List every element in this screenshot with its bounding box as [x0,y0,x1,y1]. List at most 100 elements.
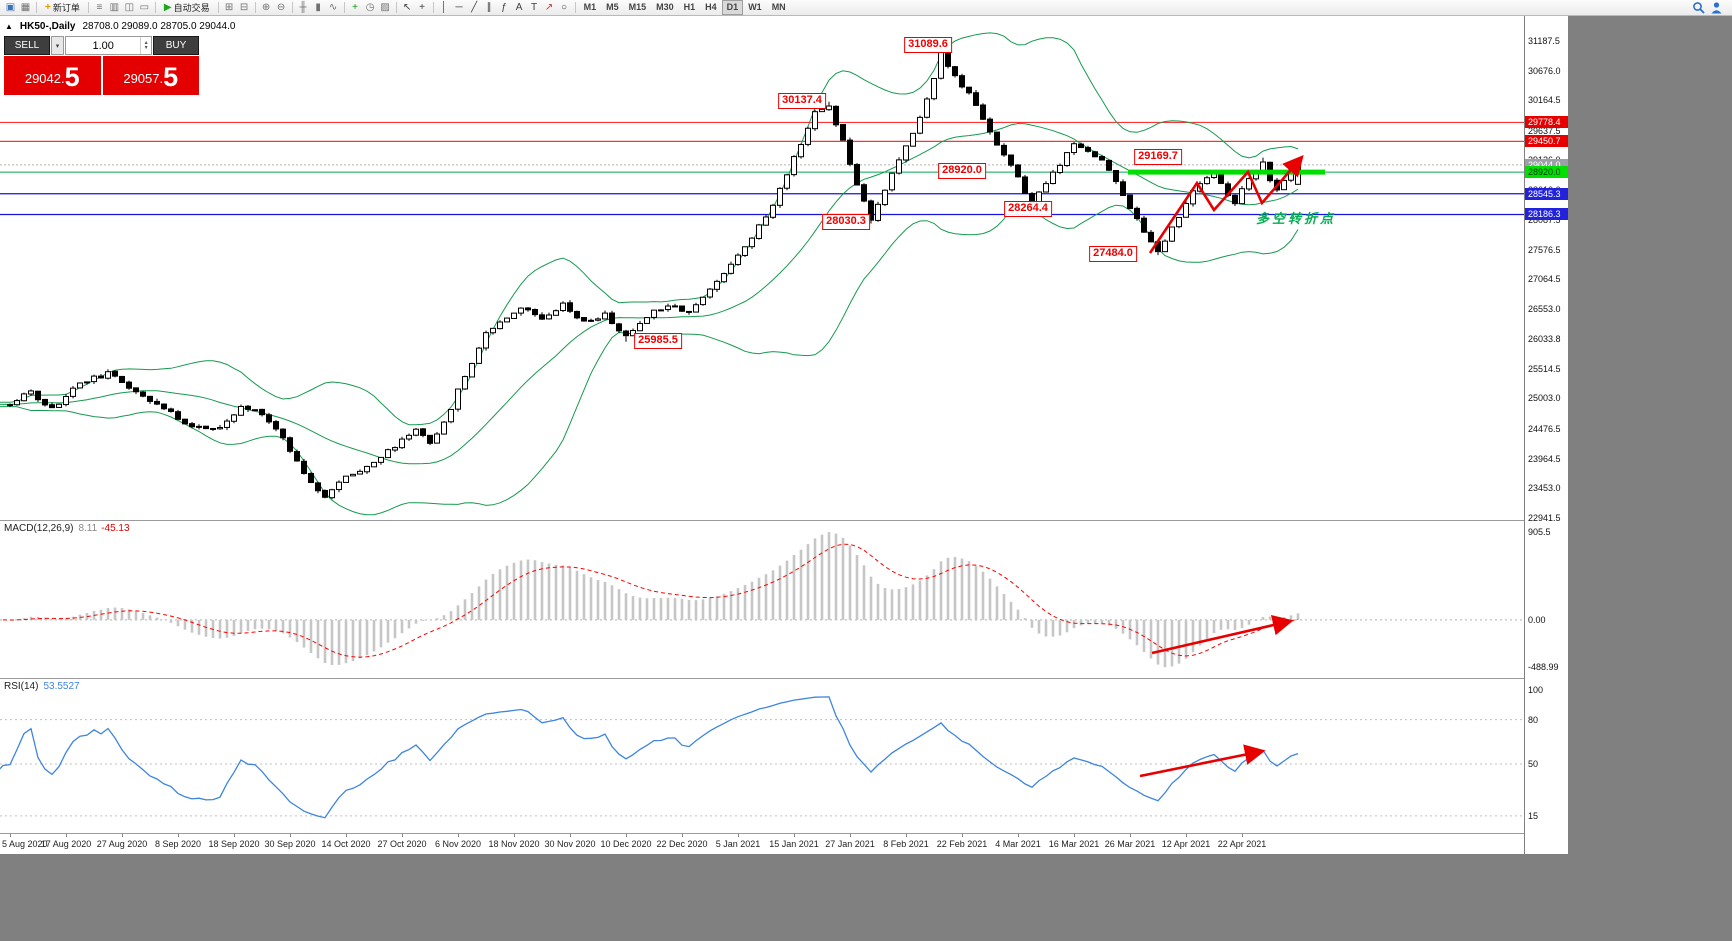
macd-tick: 0.00 [1528,614,1546,625]
volume-stepper[interactable]: ▴ ▾ [140,37,151,54]
order-type-dropdown[interactable]: ▾ [51,36,64,55]
zoom-out-icon[interactable]: ⊖ [276,2,286,13]
macd-signal-line [0,543,1299,658]
line-chart-icon[interactable]: ∿ [328,2,338,13]
time-axis-label: 10 Dec 2020 [600,839,652,849]
profiles-icon[interactable]: ▦ [20,2,31,13]
time-tick [738,834,739,837]
price-chart-pane[interactable]: ▲ HK50-,Daily 28708.0 29089.0 28705.0 29… [0,16,1524,520]
buy-button[interactable]: BUY [153,36,199,55]
fibonacci-icon[interactable]: ƒ [501,2,507,13]
candlestick-chart[interactable] [0,16,1524,520]
indicators-icon[interactable]: + [352,2,358,13]
time-tick [234,834,235,837]
trade-panel-collapse-icon[interactable]: ▲ [5,22,13,31]
navigator-icon[interactable]: ◫ [124,2,135,13]
timeframe-button-m1[interactable]: M1 [583,2,597,12]
market-watch-icon[interactable]: ≡ [96,2,103,13]
community-user-icon[interactable] [1710,1,1723,14]
pane-separator[interactable] [0,678,1568,679]
macd-chart [0,532,1524,668]
price-tick: 27064.5 [1528,274,1561,285]
price-level-label: 29450.7 [1525,135,1568,148]
trendline-icon[interactable]: ╱ [471,2,478,13]
toolbar-separator [254,2,256,13]
new-order-button[interactable]: + 新订单 [40,0,85,15]
timeframe-button-d1[interactable]: D1 [721,0,744,15]
buy-price-big-digit: 5 [163,62,179,92]
cursor-icon[interactable]: ↖ [402,2,412,13]
bar-chart-icon[interactable]: ╫ [299,2,307,13]
data-window-icon[interactable]: ▥ [109,2,120,13]
cascade-windows-icon[interactable]: ⊟ [239,2,249,13]
buy-price-main: 29057. [123,71,164,86]
pane-separator[interactable] [0,520,1568,521]
templates-icon[interactable]: ▨ [380,2,390,13]
macd-tick: -488.99 [1528,662,1559,673]
price-axis[interactable]: 31187.530676.030164.529637.529126.028610… [1524,16,1568,854]
time-tick [850,834,851,837]
price-callout-label[interactable]: 28264.4 [1004,201,1052,217]
price-tick: 30164.5 [1528,95,1561,106]
main-toolbar: ▣ ▦ + 新订单 ≡ ▥ ◫ ▭ ▶ 自动交易 ⊞ ⊟ ⊕ ⊖ ╫ ▮ ∿ + ◷ ▨ ↖ + │ ─ ╱ ∥ ƒ A T ↗ ○ M1 M5… [0,0,1732,16]
price-callout-label[interactable]: 29169.7 [1134,149,1182,165]
new-order-button-label: 新订单 [52,3,80,13]
buy-price-button[interactable]: 29057. 5 [102,56,199,95]
time-axis-label: 27 Jan 2021 [825,839,875,849]
price-callout-label[interactable]: 28920.0 [938,163,986,179]
time-axis-label: 5 Jan 2021 [715,839,761,849]
arrow-tool-icon[interactable]: ↗ [544,2,554,13]
price-callout-label[interactable]: 30137.4 [778,93,826,109]
ellipse-icon[interactable]: ○ [561,2,568,13]
price-callout-label[interactable]: 25985.5 [634,333,682,349]
time-axis[interactable]: 5 Aug 2020 17 Aug 2020 27 Aug 2020 8 Sep 20… [0,833,1568,854]
terminal-icon[interactable]: ▭ [139,2,150,13]
volume-input[interactable] [66,37,141,54]
timeframe-button-mn[interactable]: MN [771,2,786,12]
zoom-in-icon[interactable]: ⊕ [261,2,271,13]
periods-icon[interactable]: ◷ [365,2,375,13]
time-tick [178,834,179,837]
timeframe-button-h4[interactable]: H4 [705,2,717,12]
price-tick: 24476.5 [1528,423,1561,434]
channel-icon[interactable]: ∥ [486,2,492,13]
time-tick [906,834,907,837]
macd-signal-value: -45.13 [101,523,130,534]
autotrade-button[interactable]: ▶ 自动交易 [159,0,215,15]
price-level-label: 29778.4 [1525,116,1568,129]
rsi-tick: 100 [1528,684,1544,695]
text-icon[interactable]: A [515,2,523,13]
vertical-line-icon[interactable]: │ [440,2,448,13]
macd-main-value: 8.11 [78,523,98,534]
timeframe-button-m5[interactable]: M5 [606,2,619,12]
autotrade-button-label: 自动交易 [173,3,210,13]
timeframe-button-h1[interactable]: H1 [683,2,696,12]
bollinger-band-line [0,32,1299,426]
mdi-workspace: ▲ HK50-,Daily 28708.0 29089.0 28705.0 29… [0,16,1732,941]
timeframe-button-m30[interactable]: M30 [656,2,674,12]
crosshair-icon[interactable]: + [419,2,425,13]
time-tick [402,834,403,837]
timeframe-button-m15[interactable]: M15 [628,2,647,12]
timeframe-button-w1[interactable]: W1 [748,2,762,12]
time-axis-label: 16 Mar 2021 [1048,839,1100,849]
candlestick-chart-icon[interactable]: ▮ [315,2,321,13]
sell-price-button[interactable]: 29042. 5 [4,56,101,95]
price-tick: 29637.5 [1528,125,1561,136]
label-icon[interactable]: T [531,2,538,13]
macd-indicator-pane[interactable]: MACD(12,26,9) 8.11 -45.13 [0,520,1524,678]
time-tick [794,834,795,837]
new-chart-icon[interactable]: ▣ [5,2,16,13]
price-callout-label[interactable]: 27484.0 [1089,246,1137,262]
sell-button[interactable]: SELL [4,36,50,55]
price-callout-label[interactable]: 31089.6 [904,37,952,53]
time-axis-label: 30 Sep 2020 [264,839,316,849]
search-icon[interactable] [1692,1,1705,14]
toolbar-separator [574,2,576,13]
chart-window-hk50-daily[interactable]: ▲ HK50-,Daily 28708.0 29089.0 28705.0 29… [0,16,1568,854]
rsi-indicator-pane[interactable]: RSI(14) 53.5527 [0,678,1524,833]
horizontal-line-icon[interactable]: ─ [455,2,463,13]
tile-windows-icon[interactable]: ⊞ [224,2,234,13]
price-callout-label[interactable]: 28030.3 [822,214,870,230]
time-axis-label: 22 Dec 2020 [656,839,708,849]
